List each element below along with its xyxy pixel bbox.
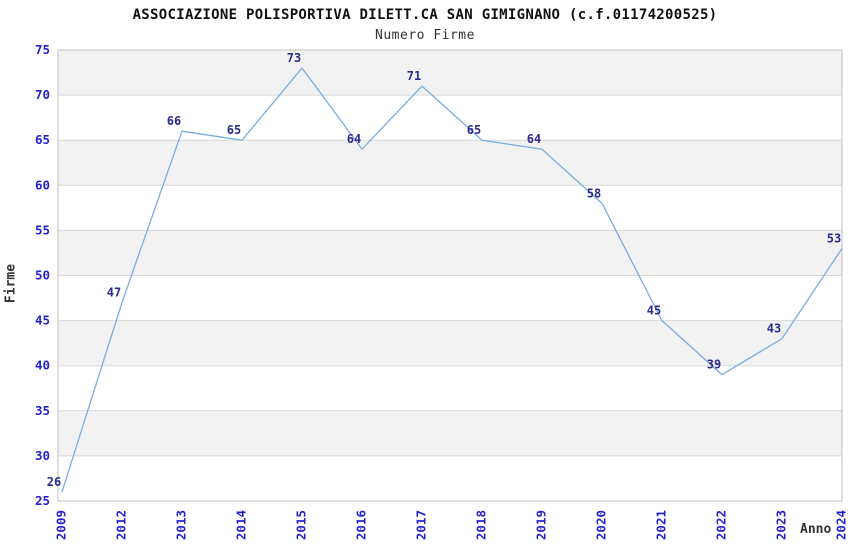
background-band [58, 320, 842, 366]
y-tick-label: 35 [35, 403, 50, 418]
x-tick-label: 2015 [294, 510, 309, 540]
background-band [58, 410, 842, 456]
series-line [61, 67, 843, 493]
x-tick-label: 2017 [414, 510, 429, 540]
data-label: 47 [107, 286, 121, 300]
x-tick-label: 2009 [54, 510, 69, 540]
x-tick-label: 2014 [234, 510, 249, 540]
background-band [58, 50, 842, 96]
y-tick-label: 25 [35, 493, 50, 508]
data-label: 66 [167, 114, 181, 128]
data-label: 53 [827, 231, 841, 245]
x-tick-label: 2021 [654, 510, 669, 540]
data-label: 73 [287, 51, 301, 65]
background-band [58, 365, 842, 411]
data-label: 58 [587, 186, 601, 200]
data-label: 64 [527, 132, 541, 146]
background-band [58, 185, 842, 231]
y-tick-label: 45 [35, 313, 50, 328]
x-tick-label: 2023 [774, 510, 789, 540]
data-label: 71 [407, 69, 421, 83]
y-tick-label: 30 [35, 448, 50, 463]
data-label: 64 [347, 132, 361, 146]
x-tick-label: 2013 [174, 510, 189, 540]
x-tick-label: 2018 [474, 510, 489, 540]
data-label: 65 [227, 123, 241, 137]
y-tick-label: 65 [35, 132, 50, 147]
data-label: 43 [767, 322, 781, 336]
x-tick-label: 2022 [714, 510, 729, 540]
x-axis-title: Anno [800, 522, 832, 537]
y-tick-label: 60 [35, 177, 50, 192]
data-label: 39 [707, 358, 721, 372]
data-label: 45 [647, 304, 661, 318]
data-label: 26 [47, 475, 61, 489]
x-tick-label: 2012 [114, 510, 129, 540]
background-band [58, 455, 842, 501]
background-band [58, 275, 842, 321]
x-tick-label: 2016 [354, 510, 369, 540]
y-tick-label: 70 [35, 87, 50, 102]
plot-border [57, 49, 843, 502]
y-tick-label: 55 [35, 222, 50, 237]
x-tick-label: 2024 [834, 510, 849, 540]
data-label: 65 [467, 123, 481, 137]
background-band [58, 140, 842, 186]
chart-title: ASSOCIAZIONE POLISPORTIVA DILETT.CA SAN … [132, 7, 718, 23]
chart-subtitle: Numero Firme [375, 28, 475, 43]
x-tick-label: 2020 [594, 510, 609, 540]
y-tick-label: 50 [35, 268, 50, 283]
background-band [58, 230, 842, 276]
y-axis-title: Firme [3, 263, 19, 304]
x-tick-label: 2019 [534, 510, 549, 540]
y-tick-label: 75 [35, 42, 50, 57]
y-tick-label: 40 [35, 358, 50, 373]
